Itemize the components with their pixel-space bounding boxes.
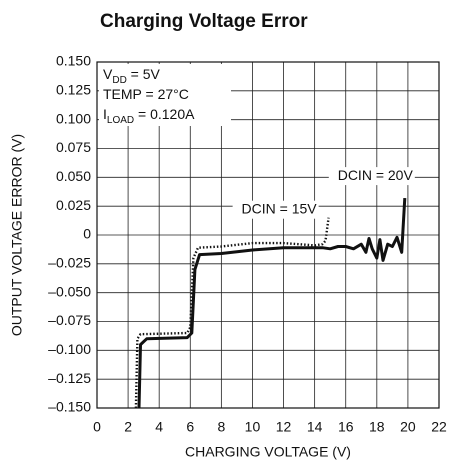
y-tick-label: 0.150 xyxy=(56,53,91,69)
x-tick-label: 18 xyxy=(369,419,385,435)
plot-frame xyxy=(96,61,440,409)
y-tick-label: –0.150 xyxy=(48,399,91,415)
y-tick-label: 0.075 xyxy=(56,139,91,155)
x-tick-label: 10 xyxy=(245,419,261,435)
x-tick-label: 16 xyxy=(338,419,354,435)
annotation-sub: LOAD xyxy=(107,115,134,126)
series-label-bg xyxy=(232,200,319,219)
x-tick-label: 4 xyxy=(155,419,163,435)
y-axis-label: OUTPUT VOLTAGE ERROR (V) xyxy=(9,134,25,336)
y-tick-label: –0.100 xyxy=(48,341,91,357)
series-label: DCIN = 15V xyxy=(242,200,318,216)
x-tick-label: 0 xyxy=(93,419,101,435)
x-tick-label: 6 xyxy=(186,419,194,435)
annotation-text: I xyxy=(103,106,107,122)
y-tick-label: 0.025 xyxy=(56,197,91,213)
annotation-text: = 5V xyxy=(127,66,161,82)
annotation: ILOAD = 0.120A xyxy=(103,106,195,126)
annotation-text: V xyxy=(103,66,113,82)
annotation-sub: DD xyxy=(112,75,126,86)
y-tick-label: 0.100 xyxy=(56,110,91,126)
x-axis-label: CHARGING VOLTAGE (V) xyxy=(185,444,351,460)
x-tick-label: 20 xyxy=(400,419,416,435)
chart-title: Charging Voltage Error xyxy=(100,11,308,32)
series-label: DCIN = 20V xyxy=(338,167,414,183)
annotation-bg xyxy=(99,64,231,126)
y-tick-label: 0.125 xyxy=(56,82,91,98)
y-tick-label: –0.075 xyxy=(48,312,91,328)
series-label-bg xyxy=(328,167,415,186)
annotation-text: = 0.120A xyxy=(134,106,195,122)
annotation-text: TEMP = 27°C xyxy=(103,86,189,102)
y-tick-label: –0.125 xyxy=(48,370,91,386)
y-tick-label: 0.050 xyxy=(56,168,91,184)
y-tick-label: –0.050 xyxy=(48,283,91,299)
x-tick-label: 12 xyxy=(276,419,292,435)
x-tick-label: 14 xyxy=(307,419,323,435)
y-tick-label: 0 xyxy=(83,226,91,242)
annotation: VDD = 5V xyxy=(103,66,161,86)
series-line xyxy=(137,198,407,409)
x-tick-label: 8 xyxy=(217,419,225,435)
x-tick-label: 22 xyxy=(431,419,447,435)
annotation: TEMP = 27°C xyxy=(103,86,189,102)
y-tick-label: –0.025 xyxy=(48,255,91,271)
x-tick-label: 2 xyxy=(124,419,132,435)
